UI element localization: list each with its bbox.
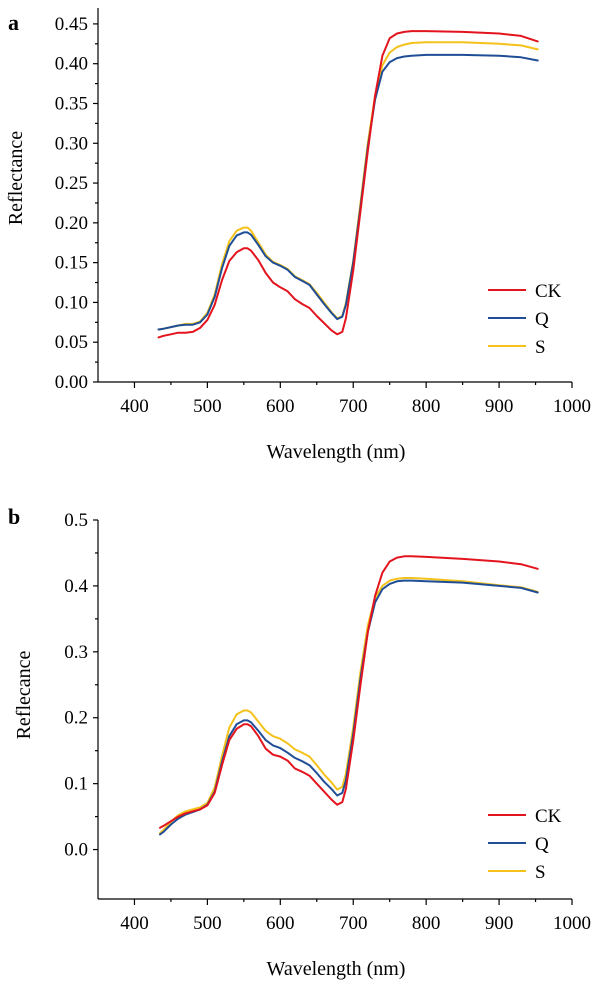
panel-a-legend: CK QS <box>488 281 562 358</box>
legend-label-ck: CK <box>535 806 562 827</box>
panel-a-x-axis-title: Wavelength (nm) <box>267 441 406 463</box>
x-tick-label: 500 <box>193 913 222 934</box>
panel-b-axes: 0.0 0.1 0.2 0.3 0.4 0.5 400 500 600 700 800 900 1000 <box>64 510 591 934</box>
y-tick-label: 0.1 <box>64 774 88 795</box>
panel-b-y-axis-title: Reflecance <box>13 650 35 739</box>
y-tick-label: 0.2 <box>64 708 88 729</box>
x-tick-label: 600 <box>266 396 295 417</box>
y-tick-label: 0.0 <box>64 840 88 861</box>
y-tick-label: 0.20 <box>55 213 88 234</box>
panel-b-series <box>159 555 539 836</box>
panel-a-label: a <box>8 10 19 35</box>
legend-label-q: Q <box>535 309 549 330</box>
x-tick-label: 1000 <box>553 913 591 934</box>
x-tick-label: 400 <box>120 396 149 417</box>
legend-label-ck: CK <box>535 281 562 302</box>
series-line-ck <box>157 30 539 339</box>
legend-label-s: S <box>535 862 546 883</box>
y-tick-label: 0.5 <box>64 510 88 531</box>
x-tick-label: 600 <box>266 913 295 934</box>
series-line-ck <box>159 555 539 829</box>
y-tick-label: 0.15 <box>55 253 88 274</box>
series-line-s <box>159 577 539 835</box>
legend-label-q: Q <box>535 834 549 855</box>
x-tick-label: 700 <box>339 913 368 934</box>
y-tick-label: 0.25 <box>55 173 88 194</box>
y-tick-label: 0.45 <box>55 14 88 35</box>
y-tick-label: 0.05 <box>55 332 88 353</box>
x-tick-label: 800 <box>412 396 441 417</box>
x-tick-label: 800 <box>412 913 441 934</box>
legend-label-s: S <box>535 337 546 358</box>
panel-a-y-axis-title: Reflectance <box>5 131 27 225</box>
y-tick-label: 0.40 <box>55 54 88 75</box>
x-tick-label: 900 <box>485 396 514 417</box>
y-tick-label: 0.30 <box>55 133 88 154</box>
x-tick-label: 900 <box>485 913 514 934</box>
panel-b: b Reflecance Wavelength (nm) 0.00.10.20.… <box>8 504 591 980</box>
series-line-q <box>157 53 539 331</box>
series-line-q <box>159 579 539 836</box>
y-tick-label: 0.3 <box>64 642 88 663</box>
x-tick-label: 1000 <box>553 396 591 417</box>
panel-b-x-axis-title: Wavelength (nm) <box>267 958 406 980</box>
x-tick-label: 500 <box>193 396 222 417</box>
panel-b-label: b <box>8 504 20 529</box>
y-tick-label: 0.4 <box>64 576 88 597</box>
x-tick-label: 700 <box>339 396 368 417</box>
x-tick-label: 400 <box>120 913 149 934</box>
y-tick-label: 0.00 <box>55 372 88 393</box>
panel-b-legend: CK QS <box>488 806 562 883</box>
y-tick-label: 0.10 <box>55 292 88 313</box>
y-tick-label: 0.35 <box>55 93 88 114</box>
panel-a: a Reflectance Wavelength (nm) 0.000.050.… <box>5 8 591 463</box>
panel-a-axes: 0.00 0.05 0.10 0.15 0.20 0.25 0.30 0.35 0.40 0.45… <box>55 8 591 417</box>
panel-a-series <box>157 30 539 339</box>
